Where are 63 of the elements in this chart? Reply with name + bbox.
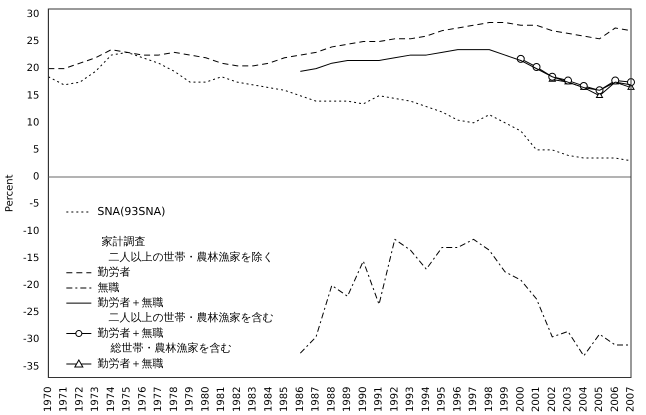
legend-label: 無職 — [97, 280, 120, 294]
x-tick-label: 1979 — [184, 386, 196, 412]
legend-title: 家計調査 — [101, 235, 146, 248]
x-tick-label: 1998 — [484, 386, 495, 412]
y-tick-label: -35 — [22, 361, 40, 372]
x-tick-label: 2003 — [562, 386, 574, 412]
x-tick-label: 1975 — [122, 386, 133, 412]
x-tick-label: 1992 — [389, 386, 400, 412]
y-tick-label: 5 — [32, 144, 40, 156]
x-tick-label: 1978 — [168, 386, 180, 412]
x-tick-label: 1996 — [452, 386, 464, 412]
annotation: 二人以上の世帯・農林漁家を除く — [108, 250, 274, 264]
x-tick-label: 1980 — [200, 386, 212, 412]
y-tick-label: 0 — [32, 172, 40, 183]
x-tick-label: 1972 — [74, 386, 86, 412]
legend-label: 勤労者 — [97, 266, 130, 279]
x-tick-label: 1999 — [500, 386, 511, 412]
x-tick-label: 1976 — [137, 386, 148, 412]
y-tick-label: 25 — [26, 36, 40, 48]
x-tick-label: 1973 — [90, 386, 102, 412]
annotation: 総世帯・農林漁家を含む — [109, 342, 232, 355]
x-tick-label: 1977 — [153, 386, 164, 412]
annotation: 二人以上の世帯・農林漁家を含む — [108, 311, 274, 324]
y-axis-title: Percent — [4, 174, 16, 212]
y-tick-label: 10 — [26, 117, 40, 128]
y-tick-label: 15 — [26, 90, 40, 102]
x-tick-label: 1981 — [216, 386, 228, 412]
x-tick-label: 1971 — [58, 386, 70, 412]
x-tick-label: 1993 — [405, 386, 416, 412]
legend-label: 勤労者＋無職 — [97, 356, 164, 370]
y-tick-label: -15 — [22, 252, 40, 264]
x-tick-label: 1983 — [248, 386, 259, 412]
legend-label: SNA(93SNA) — [97, 204, 166, 218]
x-tick-label: 1984 — [263, 386, 274, 412]
x-tick-label: 1987 — [310, 386, 322, 412]
x-tick-label: 1982 — [232, 386, 243, 412]
x-tick-label: 1991 — [374, 386, 385, 412]
y-tick-label: 20 — [26, 63, 40, 74]
x-tick-label: 1988 — [326, 386, 338, 412]
x-tick-label: 1997 — [468, 386, 480, 412]
x-tick-label: 2007 — [626, 386, 637, 412]
x-tick-label: 1974 — [106, 386, 117, 412]
y-tick-label: -30 — [22, 334, 40, 346]
x-tick-label: 2004 — [578, 386, 590, 412]
y-tick-label: -10 — [22, 226, 40, 237]
x-tick-label: 2000 — [515, 386, 526, 412]
x-tick-label: 2001 — [531, 386, 542, 412]
x-tick-label: 1985 — [279, 386, 290, 412]
x-tick-label: 1989 — [342, 386, 354, 412]
x-tick-label: 1995 — [436, 386, 448, 412]
x-tick-label: 2006 — [610, 386, 621, 412]
x-tick-label: 2002 — [546, 386, 558, 412]
x-tick-label: 1970 — [42, 386, 54, 412]
legend-label: 勤労者＋無職 — [97, 326, 164, 340]
x-tick-label: 1994 — [420, 386, 432, 412]
y-tick-label: -5 — [29, 198, 40, 210]
y-tick-label: 30 — [26, 9, 40, 20]
y-tick-label: -20 — [22, 280, 40, 292]
y-tick-label: -25 — [22, 307, 40, 318]
x-tick-label: 1986 — [294, 386, 306, 412]
x-tick-label: 1990 — [358, 386, 369, 412]
x-tick-label: 2005 — [594, 386, 606, 412]
legend-label: 勤労者＋無職 — [97, 296, 164, 310]
